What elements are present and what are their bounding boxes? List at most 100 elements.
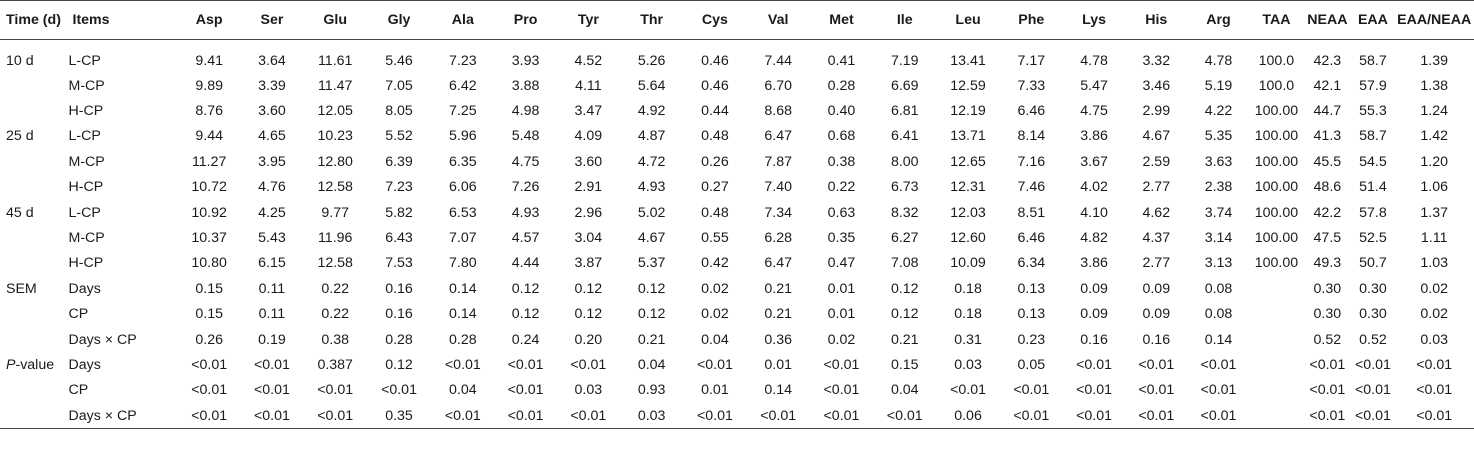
- value-cell: 0.04: [890, 382, 919, 399]
- value-cell: 4.67: [1142, 128, 1171, 145]
- value-cell: 4.62: [1142, 204, 1171, 221]
- value-cell: 9.77: [321, 204, 350, 221]
- value-cell: 6.69: [890, 77, 919, 94]
- table-row: P-value Days <0.01 <0.01 0.387 0.12 <0.01 <0.01…: [0, 352, 1474, 377]
- value-cell: 7.44: [764, 52, 792, 69]
- group-label-cell: [0, 302, 67, 327]
- value-cell: 4.11: [575, 77, 602, 94]
- value-cell: 12.58: [317, 179, 353, 196]
- value-cell: 10.80: [191, 255, 227, 272]
- value-cell: 9.41: [195, 52, 223, 69]
- value-cell: [1250, 352, 1304, 377]
- value-cell: 0.16: [385, 306, 413, 323]
- value-cell: 8.68: [764, 103, 792, 120]
- value-cell: 10.37: [191, 230, 227, 247]
- value-cell: 0.27: [701, 179, 729, 196]
- value-cell: 100.00: [1254, 204, 1299, 221]
- value-cell: 2.59: [1142, 153, 1171, 170]
- column-header: Arg: [1187, 0, 1250, 40]
- value-cell: 0.14: [449, 280, 477, 297]
- column-header: Pro: [494, 0, 557, 40]
- value-cell: 0.02: [1420, 306, 1449, 323]
- value-cell: <0.01: [1062, 403, 1126, 430]
- value-cell: 6.06: [449, 179, 477, 196]
- value-cell: 13.41: [950, 52, 986, 69]
- value-cell: 4.92: [637, 103, 666, 120]
- value-cell: 4.52: [574, 52, 603, 69]
- value-cell: 0.18: [954, 280, 982, 297]
- value-cell: <0.01: [178, 403, 241, 430]
- table-row: H-CP 10.80 6.15 12.58 7.53 7.80 4.44 3.87 5.37 0.…: [0, 251, 1474, 276]
- value-cell: 0.68: [827, 128, 856, 145]
- value-cell: 1.11: [1420, 230, 1448, 247]
- value-cell: 7.16: [1017, 153, 1046, 170]
- value-cell: <0.01: [823, 382, 860, 399]
- value-cell: 0.28: [449, 331, 477, 348]
- value-cell: <0.01: [191, 382, 228, 399]
- value-cell: 7.80: [449, 255, 477, 272]
- value-cell: 100.00: [1254, 128, 1299, 145]
- value-cell: 10.09: [950, 255, 986, 272]
- value-cell: 0.48: [701, 128, 729, 145]
- value-cell: <0.01: [431, 403, 495, 430]
- value-cell: 0.04: [701, 331, 729, 348]
- item-label-cell: L-CP: [68, 128, 101, 145]
- value-cell: 0.04: [637, 356, 666, 373]
- group-label-cell: [0, 98, 67, 123]
- value-cell: 13.71: [950, 128, 986, 145]
- value-cell: 0.28: [827, 77, 856, 94]
- group-label-cell: 45 d: [6, 204, 34, 221]
- value-cell: <0.01: [1355, 382, 1391, 399]
- value-cell: [1250, 276, 1304, 301]
- value-cell: 58.7: [1359, 128, 1387, 145]
- value-cell: <0.01: [1416, 356, 1453, 373]
- value-cell: <0.01: [950, 382, 986, 399]
- value-cell: 0.12: [574, 280, 603, 297]
- column-header: EAA/NEAA: [1394, 0, 1474, 40]
- value-cell: 0.36: [764, 331, 792, 348]
- value-cell: 4.75: [511, 153, 540, 170]
- value-cell: 3.95: [258, 153, 286, 170]
- value-cell: 5.35: [1204, 128, 1233, 145]
- value-cell: 3.47: [574, 103, 603, 120]
- value-cell: 5.19: [1204, 77, 1233, 94]
- value-cell: 7.46: [1017, 179, 1046, 196]
- value-cell: 100.00: [1254, 255, 1299, 272]
- value-cell: <0.01: [1394, 403, 1474, 430]
- value-cell: 3.87: [574, 255, 603, 272]
- value-cell: 100.00: [1254, 179, 1299, 196]
- column-header: Ala: [431, 0, 495, 40]
- value-cell: 0.12: [637, 306, 666, 323]
- value-cell: 8.51: [1017, 204, 1046, 221]
- column-header: Cys: [683, 0, 747, 40]
- value-cell: 0.01: [827, 306, 856, 323]
- value-cell: <0.01: [1200, 382, 1237, 399]
- value-cell: 8.05: [385, 103, 413, 120]
- item-label-cell: M-CP: [68, 153, 105, 170]
- column-header: Asp: [178, 0, 241, 40]
- value-cell: <0.01: [1013, 382, 1050, 399]
- value-cell: 0.21: [890, 331, 919, 348]
- value-cell: 3.13: [1204, 255, 1233, 272]
- table-row: 25 d L-CP 9.44 4.65 10.23 5.52 5.96 5.48 4.09 4.8…: [0, 124, 1474, 149]
- value-cell: 0.09: [1080, 306, 1108, 323]
- value-cell: 0.16: [385, 280, 413, 297]
- value-cell: 7.33: [1017, 77, 1046, 94]
- value-cell: 0.03: [954, 356, 982, 373]
- value-cell: 0.23: [1017, 331, 1046, 348]
- value-cell: 50.7: [1359, 255, 1387, 272]
- value-cell: 4.65: [258, 128, 286, 145]
- value-cell: 7.17: [1017, 52, 1046, 69]
- table-row: 45 d L-CP 10.92 4.25 9.77 5.82 6.53 4.93 2.96 5.0…: [0, 200, 1474, 225]
- value-cell: 1.20: [1420, 153, 1449, 170]
- value-cell: 0.387: [317, 356, 353, 373]
- value-cell: 45.5: [1313, 153, 1342, 170]
- value-cell: 0.14: [764, 382, 792, 399]
- item-label-cell: L-CP: [68, 204, 101, 221]
- value-cell: 4.93: [637, 179, 666, 196]
- value-cell: 0.01: [827, 280, 856, 297]
- value-cell: 4.72: [637, 153, 666, 170]
- value-cell: 0.06: [936, 403, 1000, 430]
- value-cell: 7.53: [385, 255, 413, 272]
- column-header: Val: [746, 0, 810, 40]
